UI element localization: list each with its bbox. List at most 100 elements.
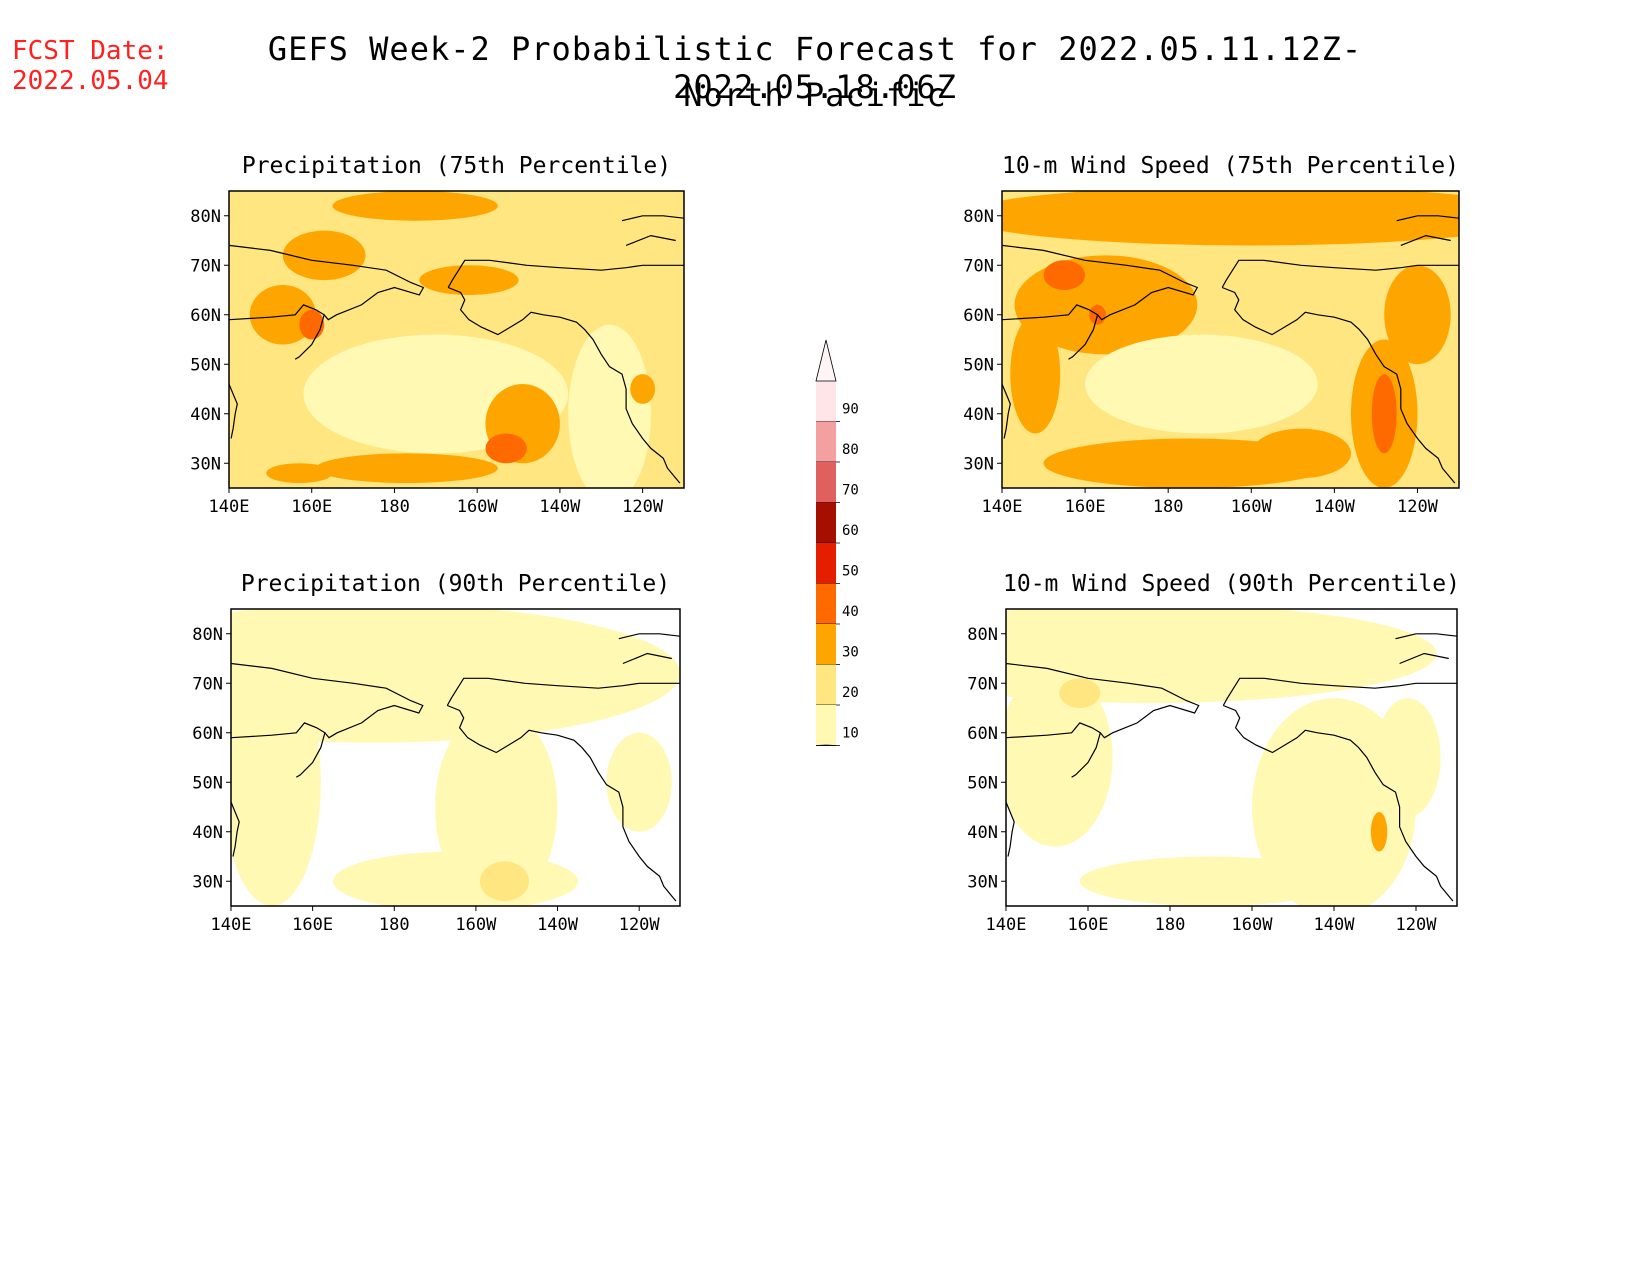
- map-frame: [228, 190, 685, 489]
- probability-area-10: [1375, 698, 1441, 817]
- lat-tick-label: 60N: [190, 306, 221, 326]
- map-field: [1002, 191, 1459, 488]
- probability-area-30: [1010, 314, 1061, 434]
- lon-tick-label: 180: [1153, 497, 1184, 517]
- coastline: [1400, 234, 1451, 246]
- probability-area-10: [333, 851, 578, 906]
- coastline: [1221, 259, 1459, 288]
- coastline: [1006, 801, 1015, 857]
- probability-area-10: [1006, 609, 1437, 704]
- probability-area-10: [1079, 856, 1343, 906]
- colorbar-label: 40: [842, 604, 859, 620]
- coastline: [1002, 244, 1199, 321]
- lon-tick-label: 120W: [622, 497, 664, 517]
- lon-tick-label: 140E: [211, 915, 252, 935]
- lon-tick-label: 160W: [457, 497, 499, 517]
- colorbar-segment-80: [816, 421, 836, 462]
- colorbar-label: 60: [842, 523, 859, 539]
- lon-tick-label: 140E: [209, 497, 250, 517]
- colorbar-segment-60: [816, 502, 836, 543]
- map-field: [1006, 609, 1457, 906]
- probability-area-10: [1006, 668, 1113, 847]
- probability-area-10: [1085, 334, 1318, 434]
- lat-tick-label: 60N: [967, 724, 998, 744]
- panel-title: 10-m Wind Speed (75th Percentile): [1002, 153, 1459, 179]
- lat-tick-label: 80N: [967, 625, 998, 645]
- probability-area-10: [231, 658, 321, 906]
- lon-tick-label: 120W: [1396, 915, 1438, 935]
- lat-tick-label: 70N: [190, 256, 221, 276]
- coastline: [231, 801, 240, 857]
- panel-title: Precipitation (90th Percentile): [241, 571, 670, 597]
- coastline: [622, 652, 672, 665]
- colorbar-top-arrow: [815, 339, 837, 382]
- coastline: [1006, 722, 1101, 778]
- map-frame: [230, 608, 681, 907]
- lon-tick-label: 180: [379, 915, 410, 935]
- coastline: [447, 286, 681, 484]
- colorbar: 90 80 70 60 50 40 30 20 10: [815, 339, 859, 746]
- lon-tick-label: 160W: [1232, 915, 1274, 935]
- lon-tick-label: 140W: [1314, 915, 1356, 935]
- lon-tick-label: 140E: [982, 497, 1023, 517]
- probability-area-40: [1043, 260, 1086, 290]
- coastline: [229, 383, 238, 439]
- probability-area-30: [630, 374, 656, 404]
- forecast-date-label: FCST Date:: [12, 36, 169, 66]
- lon-tick-label: 180: [1155, 915, 1186, 935]
- lat-tick-label: 40N: [192, 823, 223, 843]
- colorbar-bottom-arrow: [815, 744, 837, 746]
- probability-area-30: [282, 230, 366, 281]
- wind-speed-75th-panel: 10-m Wind Speed (75th Percentile) 140E 160…: [963, 153, 1460, 517]
- precipitation-90th-panel: Precipitation (90th Percentile) 140E 160E 1…: [192, 571, 681, 935]
- coastline: [1399, 652, 1449, 665]
- lon-tick-label: 140W: [537, 915, 579, 935]
- lon-tick-label: 140E: [986, 915, 1027, 935]
- probability-area-30: [419, 265, 519, 295]
- coastline: [229, 244, 425, 321]
- coastline: [1223, 704, 1454, 902]
- forecast-date-block: FCST Date: 2022.05.04: [12, 36, 169, 96]
- lat-tick-label: 70N: [963, 256, 994, 276]
- forecast-date-value: 2022.05.04: [12, 66, 169, 96]
- panel-title: Precipitation (75th Percentile): [242, 153, 671, 179]
- page-title: GEFS Week-2 Probabilistic Forecast for 2…: [267, 30, 1363, 106]
- coastline: [1221, 286, 1456, 484]
- lon-tick-label: 160W: [1231, 497, 1273, 517]
- lat-tick-label: 50N: [190, 355, 221, 375]
- lon-tick-label: 140W: [1314, 497, 1356, 517]
- lat-tick-label: 50N: [192, 773, 223, 793]
- probability-area-10: [568, 324, 651, 488]
- lat-tick-label: 40N: [190, 405, 221, 425]
- lon-tick-label: 160E: [291, 497, 332, 517]
- map-field: [231, 609, 680, 906]
- lat-tick-label: 80N: [192, 625, 223, 645]
- region-subtitle: North Pacific: [683, 76, 947, 114]
- colorbar-segment-40: [816, 583, 836, 624]
- coastline: [1002, 304, 1099, 360]
- probability-area-20: [1059, 678, 1101, 709]
- lat-tick-label: 30N: [967, 872, 998, 892]
- lat-tick-label: 30N: [192, 872, 223, 892]
- coastline: [231, 662, 424, 739]
- map-frame: [1001, 190, 1460, 489]
- coastline: [1002, 383, 1011, 439]
- probability-area-10: [606, 732, 672, 832]
- coastline: [447, 259, 684, 288]
- probability-area-30: [1002, 191, 1459, 246]
- colorbar-segment-10: [816, 705, 836, 746]
- lat-tick-label: 40N: [967, 823, 998, 843]
- lon-tick-label: 160W: [455, 915, 497, 935]
- coastline: [446, 677, 680, 706]
- lat-tick-label: 30N: [963, 454, 994, 474]
- lon-tick-label: 160E: [292, 915, 333, 935]
- colorbar-segment-50: [816, 543, 836, 584]
- coastline: [229, 304, 325, 360]
- lon-tick-label: 140W: [539, 497, 581, 517]
- probability-area-30: [1384, 265, 1451, 365]
- lat-tick-label: 40N: [963, 405, 994, 425]
- probability-area-30: [266, 463, 333, 484]
- lat-tick-label: 50N: [967, 773, 998, 793]
- map-frame: [1005, 608, 1458, 907]
